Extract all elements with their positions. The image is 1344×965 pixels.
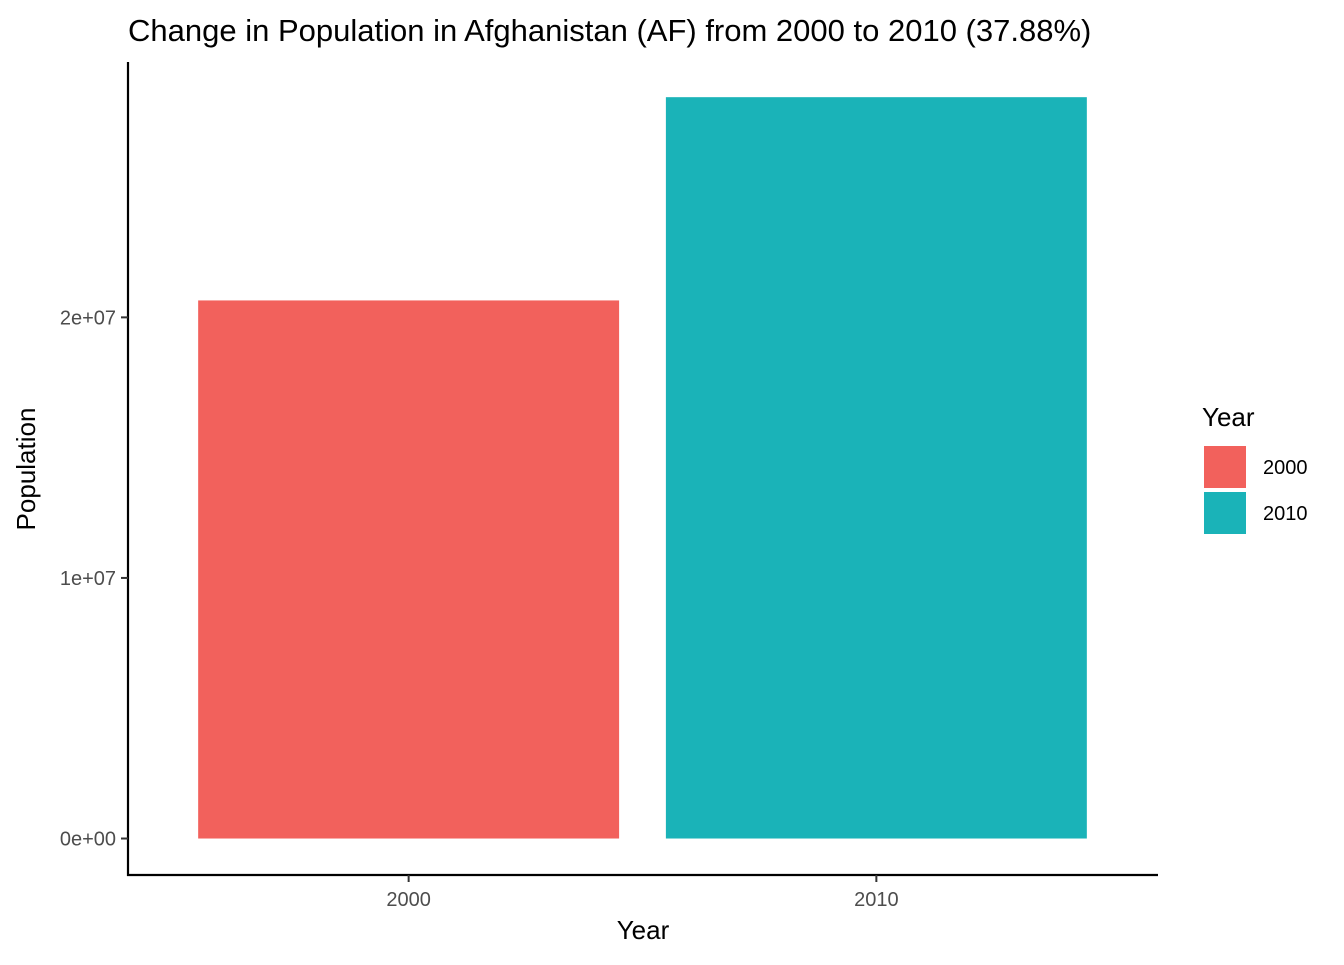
y-tick-label: 0e+00 — [60, 829, 116, 851]
chart-title: Change in Population in Afghanistan (AF)… — [128, 13, 1091, 48]
x-axis-title: Year — [617, 915, 670, 945]
bar-2000 — [198, 300, 620, 839]
y-tick-label: 2e+07 — [60, 307, 116, 329]
y-ticks-layer: 0e+00 1e+07 2e+07 — [60, 307, 128, 851]
x-tick-label: 2010 — [854, 889, 899, 911]
bar-2010 — [665, 97, 1087, 839]
y-tick-label: 1e+07 — [60, 568, 116, 590]
bars-layer — [198, 97, 1087, 839]
legend-label: 2010 — [1263, 503, 1308, 525]
legend-label: 2000 — [1263, 457, 1308, 479]
x-tick-label: 2000 — [386, 889, 431, 911]
legend-key-2000 — [1204, 446, 1246, 488]
y-axis-title: Population — [11, 408, 41, 531]
legend-key-2010 — [1204, 492, 1246, 534]
legend-title: Year — [1202, 402, 1255, 432]
x-ticks-layer: 2000 2010 — [386, 875, 899, 911]
legend: Year 2000 2010 — [1202, 402, 1308, 534]
legend-items: 2000 2010 — [1204, 446, 1308, 534]
